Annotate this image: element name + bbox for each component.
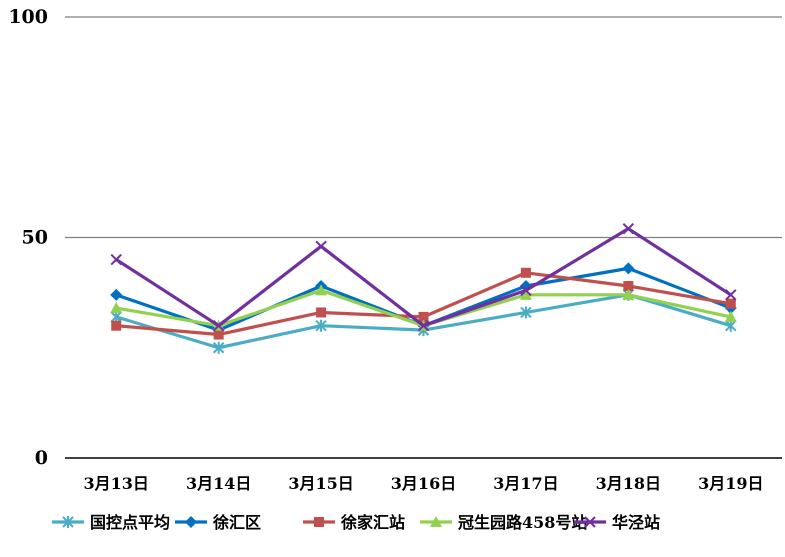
x-tick-label: 3月15日 [288, 474, 353, 493]
data-point [519, 288, 532, 300]
y-tick-label: 50 [22, 227, 48, 249]
data-point [212, 319, 225, 332]
data-point [418, 311, 429, 322]
data-point [315, 319, 327, 332]
x-tick-label: 3月16日 [391, 474, 456, 493]
x-tick-label: 3月13日 [84, 474, 149, 493]
legend-label: 国控点平均 [90, 513, 170, 532]
legend-marker [584, 516, 596, 528]
x-tick-label: 3月17日 [493, 474, 558, 493]
legend-label: 冠生园路458号站 [458, 513, 587, 532]
legend-label: 华泾站 [612, 513, 660, 532]
y-tick-label: 0 [35, 447, 48, 469]
y-tick-label: 100 [8, 6, 48, 28]
data-point [110, 302, 123, 314]
data-point [316, 307, 327, 318]
data-point [622, 222, 635, 235]
series-line-4 [115, 227, 732, 328]
data-point [520, 284, 532, 297]
data-point [213, 329, 224, 340]
legend-marker [185, 516, 197, 528]
legend-label: 徐汇区 [212, 513, 261, 532]
x-tick-label: 3月14日 [186, 474, 251, 493]
data-point [110, 288, 123, 301]
data-point [623, 281, 634, 292]
legend-marker [314, 517, 324, 527]
data-point [111, 320, 122, 331]
data-point [724, 310, 737, 322]
data-point [417, 319, 430, 332]
legend-marker [430, 516, 442, 527]
data-point [520, 306, 532, 319]
data-point [212, 341, 225, 354]
data-point [725, 298, 736, 309]
x-tick-label: 3月19日 [698, 474, 763, 493]
data-point [725, 289, 737, 301]
data-point [110, 253, 122, 266]
data-point [622, 288, 635, 300]
x-tick-label: 3月18日 [596, 474, 661, 493]
legend-label: 徐家汇站 [340, 513, 405, 532]
data-point [520, 267, 531, 278]
data-point [315, 284, 328, 296]
data-point [622, 262, 635, 275]
data-point [315, 240, 327, 253]
legend-marker [62, 516, 74, 528]
